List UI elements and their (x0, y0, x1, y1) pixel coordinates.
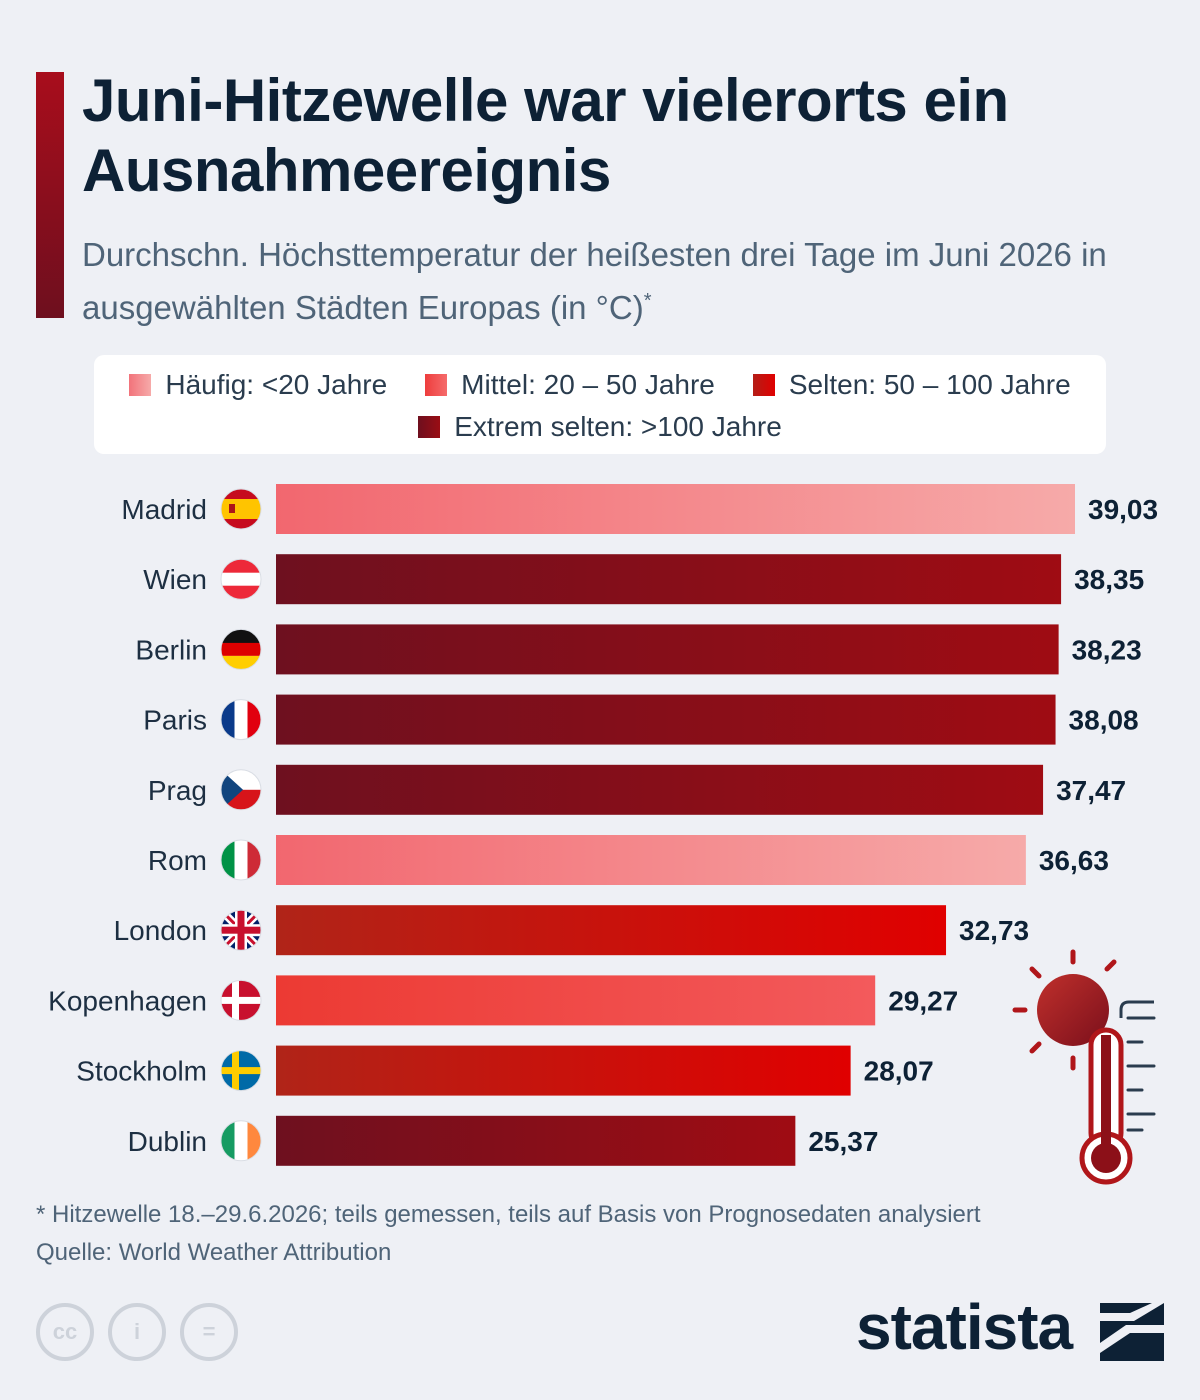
bar (276, 484, 1075, 534)
germany-flag-icon (220, 628, 262, 670)
bar-row: Dublin 25,37 (128, 1115, 878, 1166)
bar-row: Berlin 38,23 (135, 624, 1142, 675)
bar-row: Paris 38,08 (143, 694, 1139, 745)
chart-subtitle: Durchschn. Höchsttemperatur der heißeste… (82, 236, 1107, 326)
legend-swatch (425, 374, 448, 396)
value-label: 39,03 (1088, 494, 1158, 525)
source-text: Quelle: World Weather Attribution (36, 1239, 392, 1266)
value-label: 32,73 (959, 915, 1029, 946)
category-label: Kopenhagen (48, 985, 207, 1016)
legend-swatch (418, 416, 441, 438)
category-label: Prag (148, 775, 207, 806)
footnote: * Hitzewelle 18.–29.6.2026; teils gemess… (36, 1196, 981, 1272)
license-icons: cc i = (36, 1303, 238, 1361)
denmark-flag-icon (220, 979, 262, 1021)
legend-label: Extrem selten: >100 Jahre (454, 411, 782, 442)
sweden-flag-icon (220, 1050, 262, 1092)
value-label: 28,07 (864, 1056, 934, 1087)
bar (276, 975, 876, 1026)
bar (276, 624, 1059, 675)
category-label: Rom (148, 845, 207, 876)
statista-logo-text[interactable]: statista (856, 1291, 1073, 1363)
legend-item-extrem-selten: Extrem selten: >100 Jahre (418, 411, 782, 443)
bar (276, 554, 1062, 605)
legend-label: Häufig: <20 Jahre (165, 369, 388, 400)
bar (276, 1045, 851, 1096)
thermometer-sun-illustration (1012, 949, 1156, 1185)
uk-flag-icon (220, 909, 262, 951)
bar (276, 905, 947, 956)
bar (276, 694, 1056, 745)
value-label: 38,08 (1069, 705, 1139, 736)
czechia-flag-icon (220, 769, 262, 811)
legend-label: Mittel: 20 – 50 Jahre (461, 369, 715, 400)
bar-row: Madrid 39,03 (121, 484, 1158, 534)
austria-flag-icon (220, 558, 262, 600)
category-label: Madrid (121, 494, 207, 525)
legend-item-mittel: Mittel: 20 – 50 Jahre (425, 369, 715, 401)
value-label: 36,63 (1039, 845, 1109, 876)
category-label: Dublin (128, 1126, 207, 1157)
footnote-text: * Hitzewelle 18.–29.6.2026; teils gemess… (36, 1201, 981, 1228)
legend-item-haeufig: Häufig: <20 Jahre (129, 369, 387, 401)
italy-flag-icon (220, 839, 262, 881)
value-label: 37,47 (1056, 775, 1126, 806)
bar-row: Wien 38,35 (143, 554, 1144, 605)
sun-icon (1012, 949, 1117, 1071)
title-accent-bar (36, 72, 64, 318)
cc-icon[interactable]: cc (36, 1303, 94, 1361)
legend: Häufig: <20 Jahre Mittel: 20 – 50 Jahre … (94, 355, 1106, 454)
value-label: 38,23 (1072, 634, 1142, 665)
value-label: 29,27 (888, 985, 958, 1016)
category-label: Stockholm (76, 1056, 207, 1087)
category-label: Paris (143, 705, 207, 736)
france-flag-icon (220, 699, 262, 741)
category-label: London (114, 915, 207, 946)
bar (276, 835, 1026, 885)
bar-row: Kopenhagen 29,27 (48, 975, 958, 1026)
page-title: Juni-Hitzewelle war vielerorts ein Ausna… (82, 67, 1009, 204)
bar-row: Stockholm 28,07 (76, 1045, 934, 1096)
legend-swatch (129, 374, 152, 396)
category-label: Berlin (135, 634, 207, 665)
bar-chart: Madrid 39,03 Wien 38,35 Berlin 38,23 Paris 38,0… (48, 484, 1158, 1185)
value-label: 25,37 (808, 1126, 878, 1157)
value-label: 38,35 (1074, 564, 1144, 595)
attribution-icon[interactable]: i (108, 1303, 166, 1361)
legend-swatch (752, 374, 775, 396)
bar-row: Prag 37,47 (148, 764, 1126, 815)
bar (276, 764, 1044, 815)
bar (276, 1115, 796, 1166)
bar-row: London 32,73 (114, 905, 1029, 956)
ireland-flag-icon (220, 1120, 262, 1162)
legend-item-selten: Selten: 50 – 100 Jahre (752, 369, 1071, 401)
legend-label: Selten: 50 – 100 Jahre (788, 369, 1071, 400)
statista-logo-icon[interactable] (1100, 1303, 1164, 1361)
thermometer-icon (1079, 1000, 1156, 1185)
category-label: Wien (143, 564, 207, 595)
no-derivatives-icon[interactable]: = (180, 1303, 238, 1361)
bar-row: Rom 36,63 (148, 835, 1109, 885)
spain-flag-icon (220, 488, 262, 530)
